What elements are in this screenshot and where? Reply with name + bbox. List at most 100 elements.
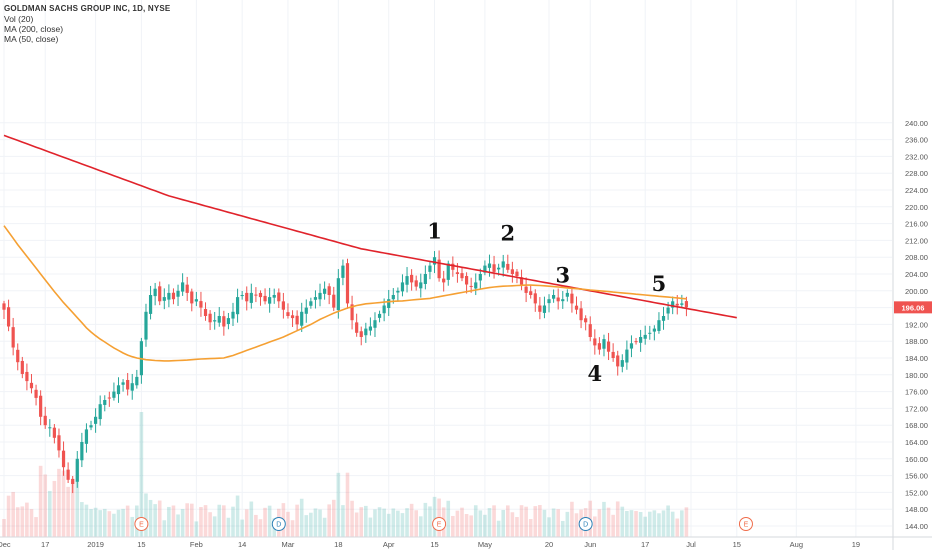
candle[interactable] [158,281,162,306]
candle[interactable] [611,343,615,362]
candle[interactable] [400,274,405,297]
candle[interactable] [80,432,84,468]
candle[interactable] [680,294,684,308]
candle[interactable] [71,475,75,494]
candle[interactable] [281,292,285,319]
candle[interactable] [364,322,368,343]
candle[interactable] [277,288,281,308]
candle[interactable] [574,296,579,315]
candle[interactable] [190,288,194,312]
candle[interactable] [556,288,560,310]
candle[interactable] [345,258,350,309]
candle[interactable] [98,395,102,426]
candle[interactable] [515,269,519,284]
candle[interactable] [652,325,656,341]
candle[interactable] [217,307,221,327]
candle[interactable] [341,259,345,286]
candle[interactable] [226,312,231,330]
candle[interactable] [506,254,510,273]
candle[interactable] [657,312,661,334]
candle[interactable] [66,462,70,484]
candle[interactable] [597,337,601,355]
candle[interactable] [75,451,79,488]
candle[interactable] [167,284,171,308]
event-badge[interactable]: E [738,517,753,531]
candle[interactable] [126,372,130,396]
candle[interactable] [478,268,482,290]
candle[interactable] [300,302,304,332]
candle[interactable] [542,296,547,319]
candle[interactable] [620,354,624,373]
indicator-volume[interactable]: Vol (20) [4,14,34,24]
candle[interactable] [135,369,139,389]
candle[interactable] [103,395,107,412]
candle[interactable] [648,325,652,340]
candle[interactable] [323,281,327,300]
candle[interactable] [606,332,611,361]
candle[interactable] [213,311,217,330]
candle[interactable] [501,254,505,277]
candle[interactable] [313,290,318,309]
candle[interactable] [309,297,313,309]
candle[interactable] [11,317,15,356]
candle[interactable] [396,287,400,302]
candle[interactable] [263,288,267,305]
candle[interactable] [112,382,116,401]
candle[interactable] [547,294,551,313]
candle[interactable] [52,424,56,444]
candle[interactable] [249,283,253,309]
candle[interactable] [89,420,93,431]
event-badge[interactable]: E [134,517,149,531]
candle[interactable] [194,291,198,307]
candle[interactable] [602,334,606,357]
candle[interactable] [6,299,11,332]
candle[interactable] [176,284,180,306]
candle[interactable] [474,273,478,296]
candle[interactable] [130,373,134,400]
candle[interactable] [39,390,43,426]
candle[interactable] [350,295,354,330]
time-axis[interactable]: Dec 17 2019 15 Feb 14 Mar 18 Apr 15 May 20 Jun 17 Jul 1… [0,536,932,549]
candle[interactable] [684,296,689,317]
candle[interactable] [295,310,299,331]
candle[interactable] [419,273,423,298]
candle[interactable] [387,289,391,316]
candle[interactable] [643,325,647,345]
event-badge[interactable]: E [432,517,447,531]
candle[interactable] [355,313,359,337]
candle[interactable] [181,273,185,296]
candle[interactable] [377,310,382,323]
candle[interactable] [327,283,331,305]
candle[interactable] [43,406,47,429]
candle[interactable] [616,350,620,376]
candle[interactable] [107,391,111,407]
candle[interactable] [460,266,464,282]
candle[interactable] [286,303,290,319]
candle[interactable] [634,337,638,345]
candle[interactable] [410,269,414,291]
price-axis[interactable]: 144.00 148.00 152.00 156.00 160.00 164.00 168.… [892,0,932,550]
candle[interactable] [625,340,629,370]
candle[interactable] [144,303,148,347]
candle[interactable] [208,310,212,331]
candle[interactable] [203,302,208,321]
candle[interactable] [661,306,666,330]
event-badge[interactable]: D [271,517,286,531]
candle[interactable] [405,267,409,293]
candle[interactable] [529,284,533,299]
candle[interactable] [254,287,258,303]
candle[interactable] [565,289,569,302]
indicator-ma50[interactable]: MA (50, close) [4,34,59,44]
candle[interactable] [171,288,176,305]
candle[interactable] [148,285,153,320]
candle[interactable] [240,291,244,300]
candle[interactable] [121,379,125,392]
candle[interactable] [185,276,189,301]
candle[interactable] [332,286,336,312]
candle[interactable] [139,337,143,384]
candle[interactable] [231,302,235,326]
candle[interactable] [524,277,528,303]
candle[interactable] [199,291,203,317]
candle[interactable] [464,272,469,294]
